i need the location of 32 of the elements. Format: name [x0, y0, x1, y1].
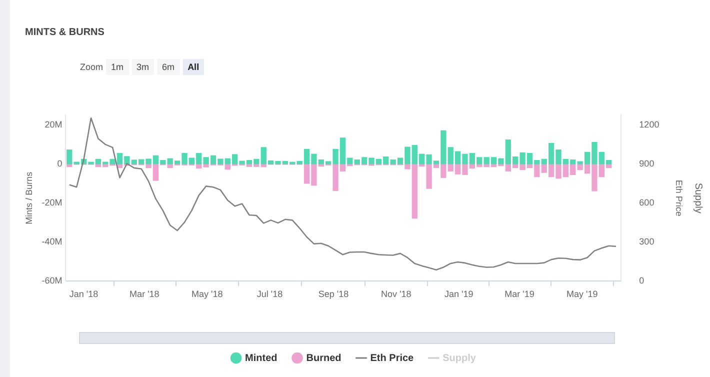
- x-tick-label: Jan '18: [69, 289, 98, 300]
- x-tick-label: Mar '18: [130, 289, 160, 300]
- text: 3m: [132, 59, 154, 75]
- y-tick-label: -60M: [42, 276, 62, 286]
- x-tick-label: Nov '18: [381, 289, 412, 300]
- y-tick-label: 20M: [44, 119, 62, 130]
- y2-axis-title: Eth Price: [674, 180, 684, 216]
- x-tick-label: Mar '19: [504, 289, 534, 300]
- chart-title: MINTS & BURNS: [25, 27, 104, 38]
- y2-tick-label: 0: [639, 276, 644, 286]
- x-tick-label: May '19: [566, 289, 598, 300]
- legend-label: Minted: [245, 352, 278, 364]
- bar: [66, 149, 72, 164]
- y-tick-label: -20M: [42, 197, 62, 208]
- y2-tick-label: 300: [639, 236, 654, 247]
- x-tick-label: May '18: [191, 289, 223, 300]
- y3-axis-title: Supply: [692, 182, 704, 214]
- text: Zoom: [80, 62, 104, 72]
- x-tick-label: Jan '19: [444, 289, 474, 300]
- y2-tick-label: 600: [639, 197, 654, 208]
- x-tick-label: Jul '18: [256, 289, 283, 300]
- y-tick-label: -40M: [42, 236, 62, 247]
- y2-tick-label: 900: [639, 158, 654, 168]
- text: All: [182, 59, 204, 75]
- legend-label: Burned: [306, 352, 342, 364]
- y2-tick-label: 1200: [639, 119, 660, 130]
- y-axis-title: Mints / Burns: [24, 171, 34, 224]
- text: 6m: [157, 59, 180, 75]
- y-tick-label: 0: [57, 158, 62, 168]
- x-tick-label: Sep '18: [318, 289, 349, 300]
- text: 1m: [106, 59, 129, 75]
- legend-label: Eth Price: [370, 352, 414, 364]
